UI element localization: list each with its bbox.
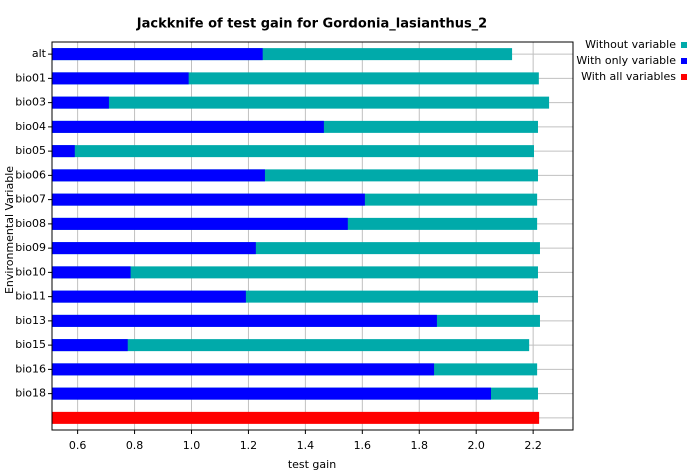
- bar: [52, 339, 530, 352]
- bar: [52, 72, 189, 85]
- chart-title: Jackknife of test gain for Gordonia_lasi…: [136, 17, 487, 32]
- bar: [52, 314, 437, 327]
- y-tick-label: bio18: [15, 387, 46, 400]
- bar: [52, 411, 540, 424]
- y-tick-label: bio05: [15, 144, 46, 157]
- y-tick-label: bio06: [15, 168, 46, 181]
- bar: [52, 193, 365, 206]
- bar: [52, 145, 534, 158]
- bar: [52, 96, 550, 109]
- legend-swatch: [681, 58, 687, 64]
- x-tick-label: 1.8: [411, 439, 429, 452]
- x-tick-label: 1.6: [354, 439, 372, 452]
- legend-swatch: [681, 74, 687, 80]
- x-tick-label: 1.2: [240, 439, 258, 452]
- legend-label: Without variable: [585, 38, 676, 51]
- legend-label: With only variable: [576, 54, 676, 67]
- y-tick-label: alt: [32, 47, 47, 60]
- bar: [52, 242, 256, 255]
- y-axis-label: Environmental Variable: [3, 166, 16, 294]
- y-tick-label: bio03: [15, 96, 46, 109]
- y-tick-label: bio15: [15, 338, 46, 351]
- x-tick-label: 1.0: [183, 439, 201, 452]
- bar: [52, 217, 348, 230]
- bar: [52, 266, 131, 279]
- x-axis-label: test gain: [288, 458, 336, 471]
- y-tick-label: bio13: [15, 314, 46, 327]
- y-tick-label: bio16: [15, 362, 46, 375]
- bar: [52, 48, 263, 61]
- bar: [52, 387, 492, 400]
- y-tick-label: bio07: [15, 193, 46, 206]
- y-tick-label: bio11: [15, 290, 46, 303]
- bar: [52, 363, 435, 376]
- bar: [52, 169, 265, 182]
- x-tick-label: 2.2: [524, 439, 542, 452]
- y-tick-label: bio09: [15, 241, 46, 254]
- legend-swatch: [681, 42, 687, 48]
- y-tick-label: bio01: [15, 71, 46, 84]
- x-tick-label: 1.4: [297, 439, 315, 452]
- y-tick-label: bio10: [15, 265, 46, 278]
- plot-border: [51, 41, 574, 431]
- legend-label: With all variables: [581, 70, 676, 83]
- bar: [52, 266, 538, 279]
- bar: [52, 290, 246, 303]
- y-tick-label: bio04: [15, 120, 46, 133]
- x-tick-label: 0.8: [126, 439, 144, 452]
- y-tick-label: bio08: [15, 217, 46, 230]
- x-tick-label: 2.0: [467, 439, 485, 452]
- bar: [52, 339, 128, 352]
- x-tick-label: 0.6: [69, 439, 87, 452]
- bar: [52, 145, 75, 158]
- bar: [52, 120, 324, 133]
- bar: [52, 96, 109, 109]
